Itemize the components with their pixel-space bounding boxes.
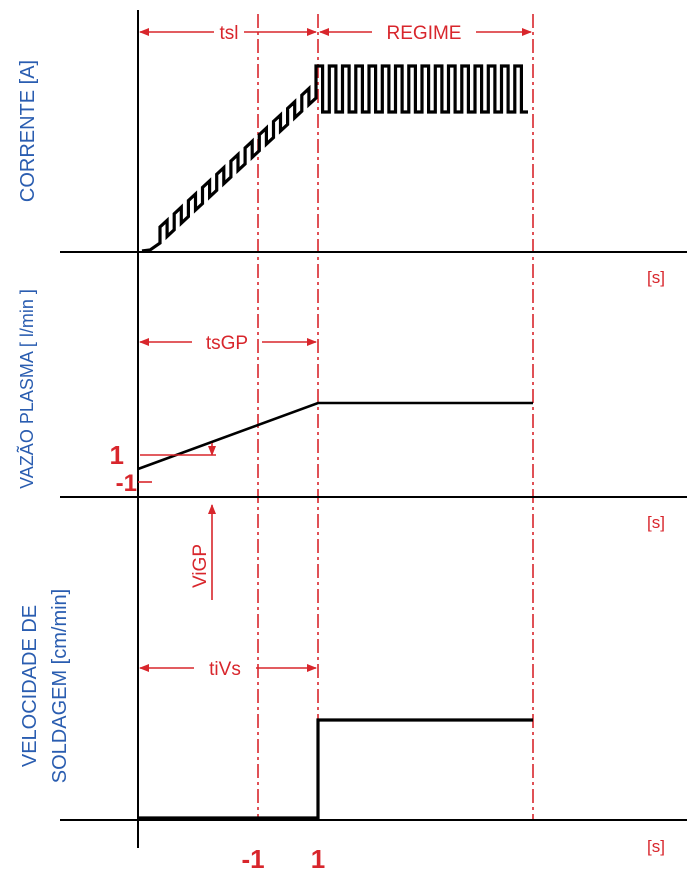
regime-label: REGIME (387, 23, 462, 44)
speed-time-unit: [s] (647, 837, 665, 856)
welding-speed-trace (138, 718, 533, 820)
current-time-unit: [s] (647, 268, 665, 287)
tsl-label: tsl (220, 23, 239, 44)
speed-axis-label-line1: VELOCIDADE DE (19, 605, 41, 767)
level-upper-label: 1 (110, 440, 124, 470)
tsgp-label: tsGP (206, 333, 248, 354)
tivs-label: tiVs (209, 659, 241, 680)
plasma-time-unit: [s] (647, 513, 665, 532)
speed-axis-label-line2: SOLDAGEM [cm/min] (49, 589, 71, 783)
vigp-label: ViGP (190, 544, 211, 588)
time-tick-minus-one: -1 (241, 844, 264, 874)
current-axis-label: CORRENTE [A] (17, 60, 39, 202)
plasma-axis-label: VAZÃO PLASMA [ l/min ] (16, 289, 37, 489)
plasma-flow-trace (137, 401, 533, 471)
time-tick-plus-one: 1 (311, 844, 325, 874)
level-lower-label: -1 (116, 470, 137, 497)
current-waveform (141, 64, 528, 253)
